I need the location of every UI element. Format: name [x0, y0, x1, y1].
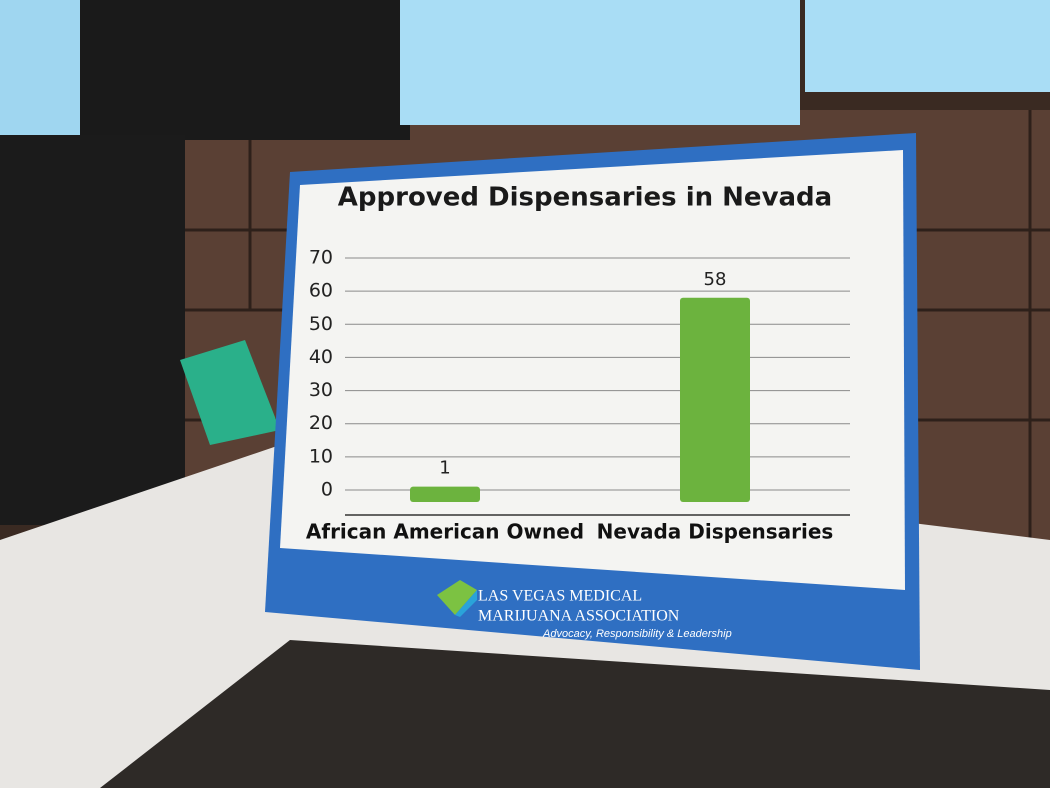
value-label: 1: [439, 458, 450, 479]
monitor: [0, 135, 185, 525]
bar: [410, 486, 480, 502]
logo-icon: [437, 580, 477, 615]
y-tick-label: 10: [309, 445, 333, 467]
y-tick-label: 30: [309, 379, 333, 401]
x-tick-label: African American Owned: [306, 520, 584, 544]
org-name: LAS VEGAS MEDICAL: [478, 588, 642, 605]
tablet: [180, 340, 280, 445]
org-name: MARIJUANA ASSOCIATION: [478, 608, 680, 625]
glass-case: [100, 640, 1050, 788]
menu-screen: [805, 0, 1050, 92]
y-tick-label: 20: [309, 412, 333, 434]
logo-icon: [455, 590, 477, 617]
org-tagline: Advocacy, Responsibility & Leadership: [542, 628, 732, 640]
value-label: 58: [704, 269, 727, 290]
menu-screen: [400, 0, 800, 125]
tv-screen: [80, 0, 410, 140]
chart-title: Approved Dispensaries in Nevada: [338, 183, 832, 213]
y-tick-label: 60: [309, 280, 333, 302]
bar: [680, 297, 750, 502]
y-tick-label: 50: [309, 313, 333, 335]
y-tick-label: 40: [309, 346, 333, 368]
x-tick-label: Nevada Dispensaries: [597, 520, 834, 544]
y-tick-label: 0: [321, 479, 333, 501]
y-tick-label: 70: [309, 247, 333, 269]
